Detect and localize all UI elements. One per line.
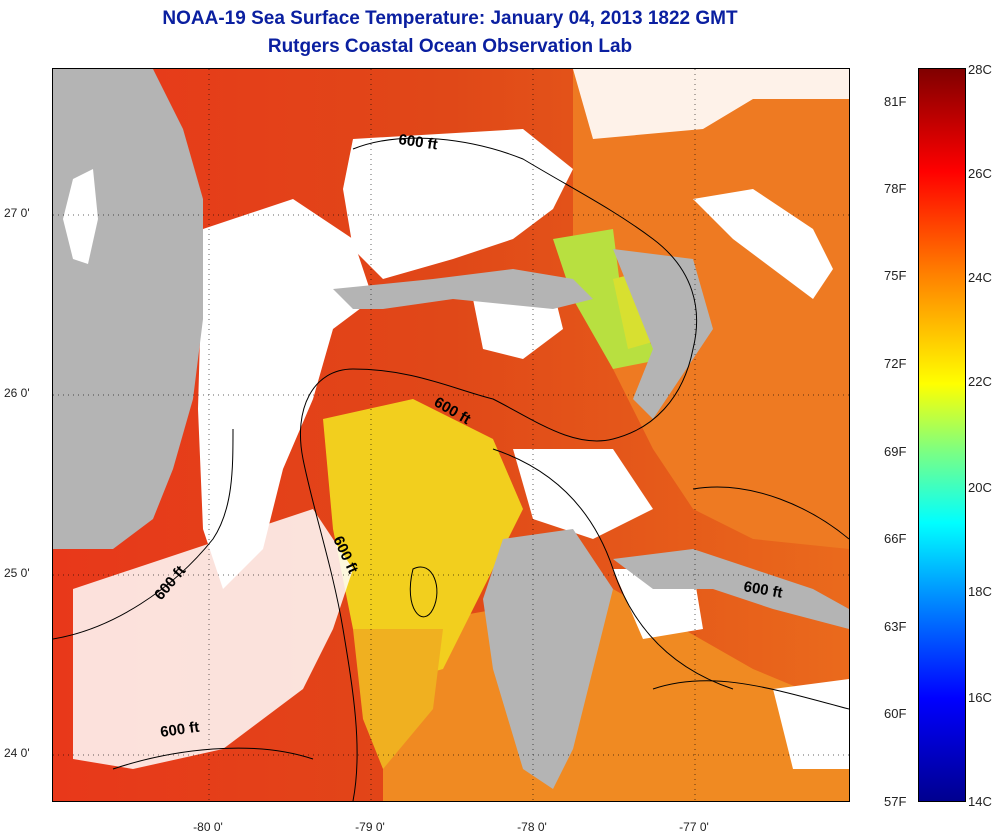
grand-bahama — [333, 269, 593, 309]
contour-label: 600 ft — [397, 131, 438, 153]
contour-label: 600 ft — [159, 719, 200, 741]
cloud-southwest — [73, 509, 353, 769]
depth-contours — [53, 137, 849, 801]
colorbar-f-tick: 75F — [884, 268, 907, 283]
lon-label: -77 0' — [679, 820, 709, 834]
andros-island — [483, 529, 613, 789]
lon-label: -80 0' — [193, 820, 223, 834]
colorbar-c-tick: 28C — [968, 62, 992, 77]
abaco-island — [613, 249, 713, 419]
lat-label: 26 0' — [4, 386, 30, 400]
cloud-abaco — [693, 189, 833, 299]
cool-tongue-south — [353, 629, 443, 769]
colorbar-f-tick: 69F — [884, 444, 907, 459]
sst-map: 600 ft 600 ft 600 ft 600 ft 600 ft 600 f… — [52, 68, 850, 802]
warm-region-ne — [573, 69, 849, 549]
lon-label: -78 0' — [517, 820, 547, 834]
cloud-north — [343, 129, 573, 279]
colorbar-f-tick: 78F — [884, 181, 907, 196]
colorbar-f-tick: 63F — [884, 619, 907, 634]
colorbar-f-tick: 66F — [884, 531, 907, 546]
map-title: NOAA-19 Sea Surface Temperature: January… — [162, 8, 738, 29]
colorbar-c-tick: 16C — [968, 690, 992, 705]
colorbar-f-tick: 72F — [884, 356, 907, 371]
cloud-east-center — [513, 449, 653, 539]
colorbar-c-tick: 22C — [968, 374, 992, 389]
colorbar-f-tick: 60F — [884, 706, 907, 721]
colorbar-c-tick: 24C — [968, 270, 992, 285]
colorbar-c-tick: 26C — [968, 166, 992, 181]
eleuthera-island — [613, 549, 849, 629]
lake-okeechobee — [63, 169, 98, 264]
colorbar-f-tick: 57F — [884, 794, 907, 809]
colorbar-f-tick: 81F — [884, 94, 907, 109]
cloud-west — [198, 199, 373, 589]
temperature-colorbar — [918, 68, 966, 802]
contour-label: 600 ft — [742, 578, 784, 602]
graticule — [53, 69, 849, 801]
map-subtitle: Rutgers Coastal Ocean Observation Lab — [267, 36, 633, 57]
colorbar-c-tick: 14C — [968, 794, 992, 809]
colorbar-c-tick: 20C — [968, 480, 992, 495]
lat-label: 27 0' — [4, 206, 30, 220]
lat-label: 25 0' — [4, 566, 30, 580]
colorbar-c-tick: 18C — [968, 584, 992, 599]
sst-map-image: 600 ft 600 ft 600 ft 600 ft 600 ft 600 f… — [53, 69, 849, 801]
lat-label: 24 0' — [4, 746, 30, 760]
cool-tongue — [323, 399, 523, 689]
cloud-ne-top — [573, 69, 849, 139]
cloud-southeast — [773, 679, 849, 769]
lon-label: -79 0' — [355, 820, 385, 834]
